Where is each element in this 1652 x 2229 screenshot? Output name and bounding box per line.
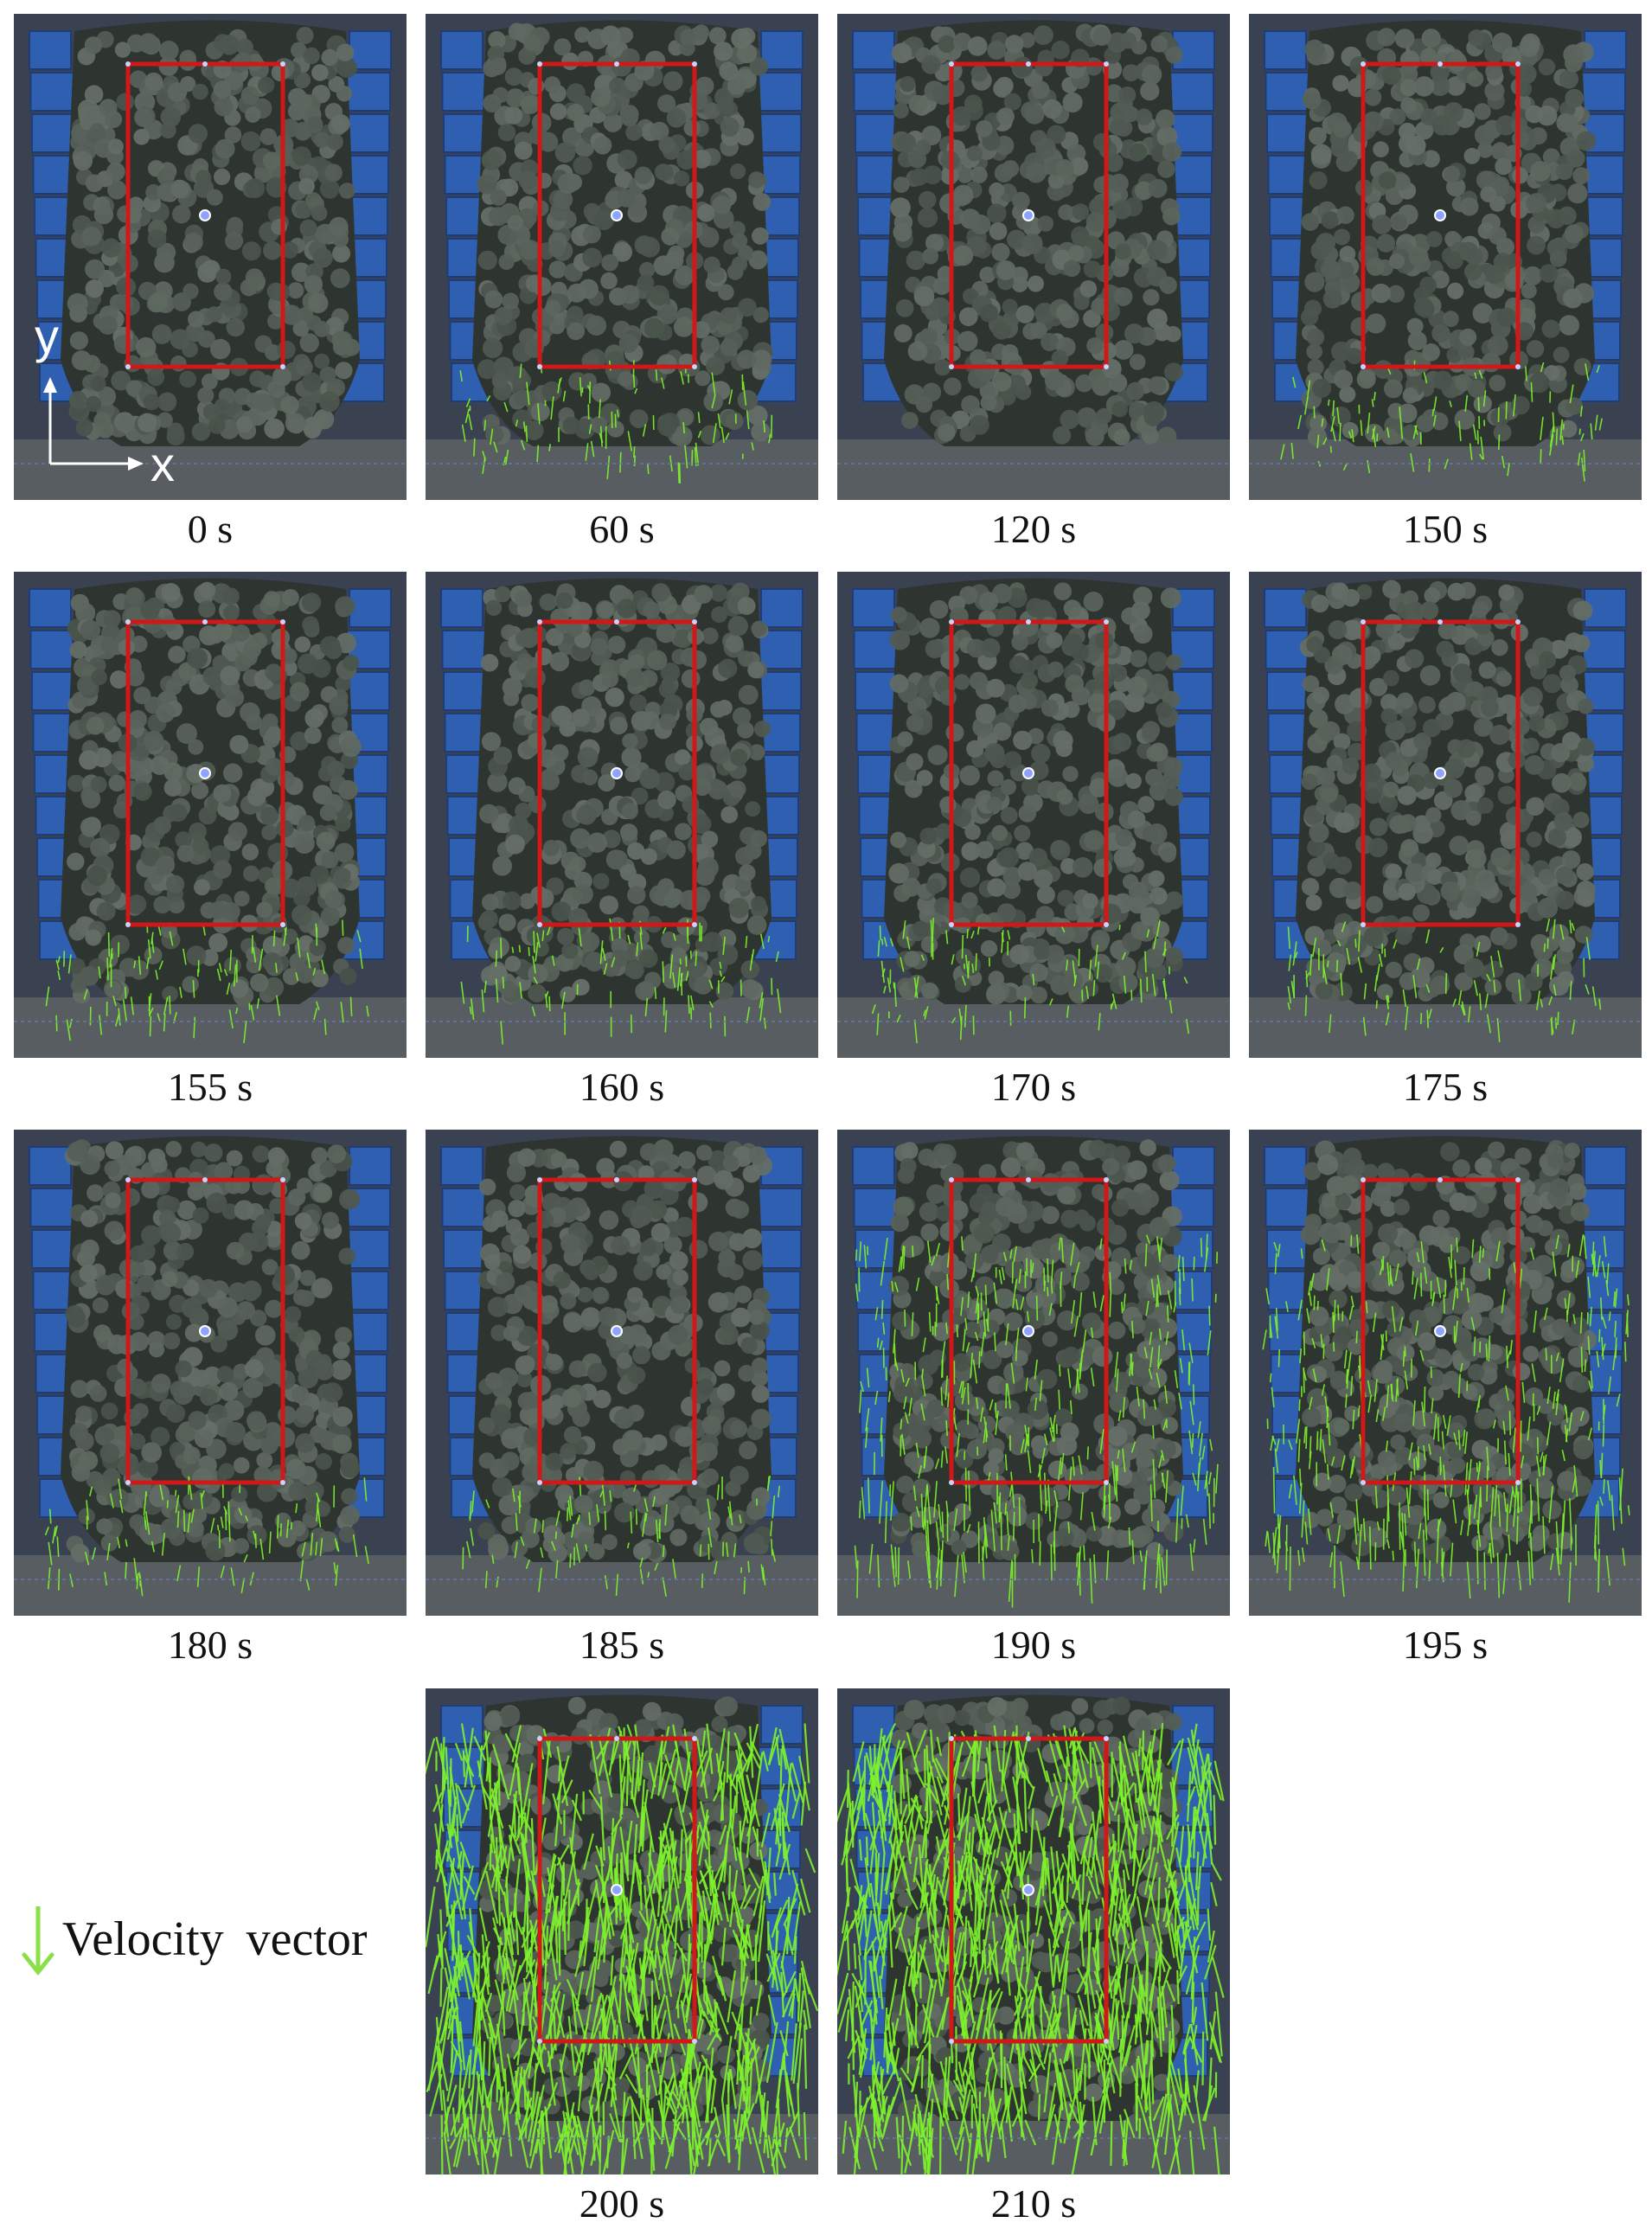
time-label: 200 s [579,2181,665,2226]
legend-label: Velocity vector [62,1912,368,1966]
snapshot-image [837,572,1230,1058]
snapshot-image [1249,1130,1642,1616]
time-label: 155 s [167,1065,253,1109]
y-axis-label: y [35,309,59,363]
time-label: 0 s [187,507,234,551]
snapshot-panel [426,1130,818,1616]
snapshot-panel [426,572,818,1058]
snapshot-image [426,1688,818,2175]
snapshot-panel [14,1130,407,1616]
snapshot-image [14,572,407,1058]
time-label: 185 s [579,1623,665,1667]
legend: Velocity vector [19,1903,417,1981]
snapshot-panel [426,14,818,500]
time-label: 160 s [579,1065,665,1109]
snapshot-panel [837,1130,1230,1616]
snapshot-image [837,14,1230,500]
snapshot-image [1249,14,1642,500]
snapshot-image: yx [14,14,407,500]
snapshot-panel [14,572,407,1058]
time-label: 210 s [990,2181,1077,2226]
time-label: 180 s [167,1623,253,1667]
time-label: 170 s [990,1065,1077,1109]
time-label: 120 s [990,507,1077,551]
snapshot-panel [837,14,1230,500]
snapshot-panel [426,1688,818,2175]
snapshot-image [426,1130,818,1616]
time-label: 150 s [1402,507,1489,551]
snapshot-image [14,1130,407,1616]
snapshot-image [426,572,818,1058]
snapshot-panel [1249,572,1642,1058]
snapshot-image [837,1688,1230,2175]
time-label: 60 s [589,507,655,551]
snapshot-image [1249,572,1642,1058]
down-arrow-icon [22,1906,54,1976]
snapshot-panel [1249,1130,1642,1616]
snapshot-image [837,1130,1230,1616]
time-label: 195 s [1402,1623,1489,1667]
x-axis-label: x [150,437,175,491]
snapshot-panel [837,1688,1230,2175]
snapshot-image [426,14,818,500]
axis-indicator [43,377,144,471]
time-label: 190 s [990,1623,1077,1667]
snapshot-panel [1249,14,1642,500]
time-label: 175 s [1402,1065,1489,1109]
snapshot-panel [837,572,1230,1058]
